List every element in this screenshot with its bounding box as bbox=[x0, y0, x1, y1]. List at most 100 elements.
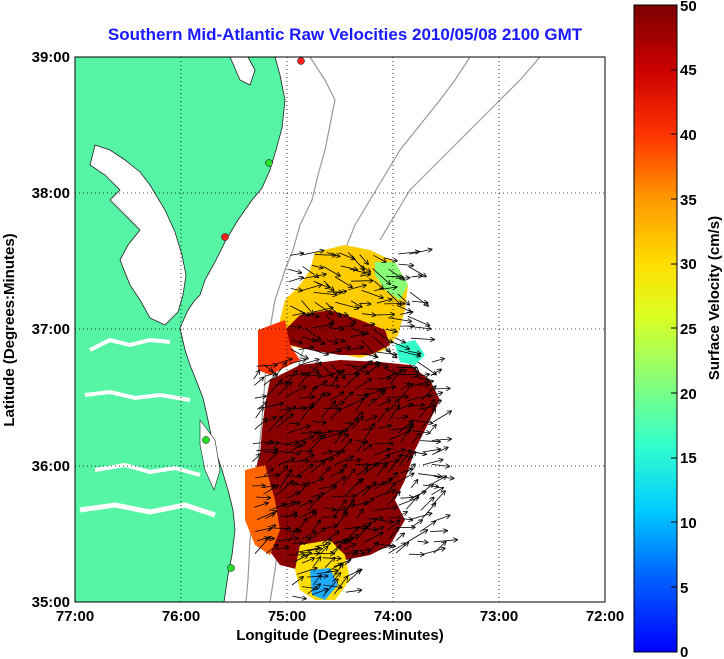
velocity-arrow bbox=[263, 469, 273, 477]
velocity-arrow bbox=[353, 486, 370, 497]
velocity-arrow bbox=[288, 277, 303, 283]
velocity-arrow bbox=[383, 257, 397, 261]
velocity-arrow bbox=[378, 546, 393, 550]
velocity-arrow bbox=[411, 431, 430, 434]
map-title: Southern Mid-Atlantic Raw Velocities 201… bbox=[108, 25, 583, 44]
velocity-arrow bbox=[334, 276, 352, 287]
velocity-arrow bbox=[298, 360, 319, 366]
velocity-arrow bbox=[323, 266, 340, 276]
velocity-arrow bbox=[285, 442, 299, 444]
velocity-arrow bbox=[321, 451, 333, 455]
velocity-arrow bbox=[421, 409, 435, 429]
velocity-arrow bbox=[311, 349, 328, 355]
station-marker bbox=[227, 564, 235, 572]
velocity-arrow bbox=[322, 539, 331, 547]
velocity-arrow bbox=[275, 414, 293, 429]
velocity-arrow bbox=[301, 285, 322, 291]
river bbox=[84, 389, 191, 402]
velocity-arrow bbox=[332, 564, 343, 578]
velocity-arrow bbox=[292, 596, 306, 599]
velocity-arrow bbox=[301, 375, 321, 376]
velocity-arrow bbox=[339, 439, 352, 453]
velocity-arrow bbox=[422, 449, 441, 453]
velocity-arrow bbox=[407, 405, 425, 406]
velocity-arrow bbox=[287, 492, 300, 499]
velocity-arrow bbox=[267, 452, 276, 463]
velocity-arrow bbox=[395, 417, 408, 419]
velocity-arrow bbox=[301, 251, 324, 256]
y-tick-label: 38:00 bbox=[32, 185, 70, 202]
velocity-arrow bbox=[333, 513, 348, 529]
velocity-arrow bbox=[377, 400, 391, 407]
velocity-arrow bbox=[312, 436, 322, 443]
velocity-arrow bbox=[417, 385, 430, 386]
colorbar-tick: 5 bbox=[680, 580, 688, 597]
velocity-arrow bbox=[360, 265, 371, 272]
y-tick-label: 39:00 bbox=[32, 49, 70, 66]
velocity-arrow bbox=[359, 274, 370, 276]
velocity-arrow bbox=[333, 510, 347, 511]
velocity-arrow bbox=[347, 347, 364, 351]
velocity-arrow bbox=[356, 468, 368, 476]
velocity-arrow bbox=[346, 570, 361, 584]
velocity-arrow bbox=[324, 558, 335, 568]
velocity-arrow bbox=[388, 528, 399, 540]
velocity-arrow bbox=[411, 434, 421, 444]
velocity-arrow bbox=[338, 252, 355, 259]
velocity-arrow bbox=[372, 268, 391, 285]
velocity-arrow bbox=[350, 300, 362, 307]
velocity-arrow bbox=[389, 369, 402, 385]
velocity-arrow bbox=[354, 502, 368, 506]
velocity-arrow bbox=[256, 511, 276, 520]
colorbar-tick: 40 bbox=[680, 127, 697, 144]
velocity-arrow bbox=[321, 517, 337, 518]
velocity-arrow bbox=[287, 442, 305, 454]
velocity-arrow bbox=[312, 325, 333, 328]
velocity-arrow bbox=[299, 403, 313, 422]
velocity-arrow bbox=[308, 386, 317, 396]
velocity-arrow bbox=[340, 434, 348, 443]
velocity-arrow bbox=[344, 553, 365, 554]
delaware-bay bbox=[229, 57, 256, 86]
velocity-arrow bbox=[360, 303, 370, 304]
velocity-arrow bbox=[267, 380, 281, 397]
colorbar-tick: 10 bbox=[680, 515, 697, 532]
velocity-arrow bbox=[433, 515, 450, 522]
velocity-arrow bbox=[343, 422, 353, 424]
velocity-arrow bbox=[311, 589, 328, 595]
velocity-arrow bbox=[333, 546, 340, 555]
velocity-arrow bbox=[406, 464, 415, 474]
velocity-arrow bbox=[334, 500, 347, 517]
velocity-arrow bbox=[256, 365, 277, 366]
velocity-arrow bbox=[255, 528, 272, 532]
velocity-arrow bbox=[268, 504, 286, 511]
station-marker bbox=[265, 159, 273, 167]
velocity-arrow bbox=[313, 557, 321, 567]
velocity-arrow bbox=[311, 421, 326, 423]
colorbar-tick: 15 bbox=[680, 450, 697, 467]
velocity-arrow bbox=[255, 407, 263, 419]
velocity-arrow bbox=[295, 465, 313, 478]
station-marker bbox=[297, 57, 305, 65]
velocity-arrow bbox=[407, 351, 421, 354]
x-tick-label: 75:00 bbox=[268, 608, 306, 625]
velocity-arrow bbox=[376, 408, 389, 423]
grid bbox=[75, 57, 605, 602]
velocity-arrow bbox=[285, 502, 300, 508]
velocity-arrow bbox=[420, 386, 436, 401]
velocity-arrow bbox=[400, 469, 413, 474]
velocity-arrow bbox=[397, 512, 407, 518]
velocity-arrow bbox=[364, 533, 383, 543]
velocity-arrow bbox=[429, 425, 437, 433]
velocity-arrow bbox=[285, 386, 306, 398]
velocity-arrow bbox=[334, 339, 345, 342]
velocity-arrow bbox=[276, 538, 298, 542]
velocity-arrow bbox=[299, 397, 314, 398]
colorbar-tick: 20 bbox=[680, 386, 697, 403]
velocity-arrow bbox=[347, 316, 356, 323]
velocity-arrow bbox=[411, 301, 428, 303]
velocity-arrow bbox=[290, 348, 308, 359]
velocity-arrow bbox=[316, 571, 338, 575]
velocity-arrow bbox=[292, 555, 308, 563]
velocity-arrow bbox=[278, 443, 302, 446]
